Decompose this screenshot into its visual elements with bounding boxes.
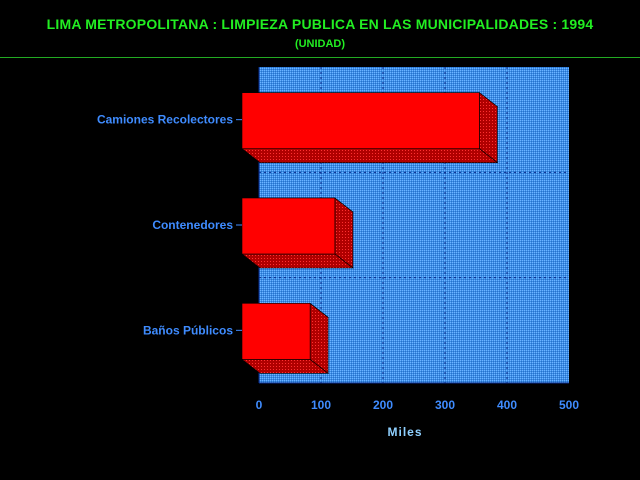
bar <box>241 303 311 360</box>
x-tick-label: 400 <box>497 398 517 412</box>
bar <box>241 92 480 149</box>
x-tick-label: 0 <box>256 398 263 412</box>
category-label: Baños Públicos <box>143 323 233 337</box>
bar-bottom-face <box>241 253 354 269</box>
chart-title: LIMA METROPOLITANA : LIMPIEZA PUBLICA EN… <box>46 16 594 32</box>
bar-bottom-face <box>241 148 499 163</box>
title-divider <box>0 57 640 58</box>
chart-subtitle: (UNIDAD) <box>294 38 346 50</box>
x-tick-label: 500 <box>559 398 579 412</box>
x-axis-title: Miles <box>387 425 422 439</box>
bar <box>241 197 336 255</box>
category-label: Contenedores <box>152 218 233 232</box>
x-tick-label: 200 <box>373 398 393 412</box>
x-tick-label: 300 <box>435 398 455 412</box>
category-label: Camiones Recolectores <box>97 113 233 127</box>
x-tick-label: 100 <box>311 398 331 412</box>
